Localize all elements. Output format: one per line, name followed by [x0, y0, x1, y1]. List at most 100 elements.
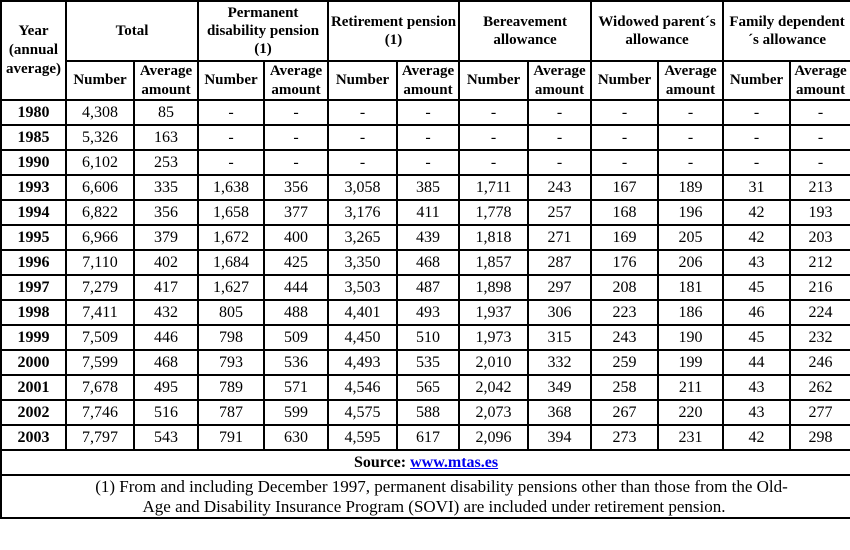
value-cell: -: [458, 124, 530, 151]
subheader-average-amount: Average amount: [263, 60, 330, 101]
value-cell: 205: [657, 224, 725, 251]
value-cell: -: [590, 124, 660, 151]
value-cell: 43: [722, 399, 792, 426]
footnote-line-1: (1) From and including December 1997, pe…: [95, 477, 788, 496]
value-cell: 377: [263, 199, 330, 226]
value-cell: 617: [396, 424, 461, 451]
value-cell: 536: [263, 349, 330, 376]
value-cell: 439: [396, 224, 461, 251]
value-cell: -: [722, 149, 792, 176]
value-cell: 394: [527, 424, 593, 451]
value-cell: -: [527, 149, 593, 176]
value-cell: -: [327, 149, 399, 176]
value-cell: 6,822: [65, 199, 135, 226]
value-cell: 273: [590, 424, 660, 451]
value-cell: 216: [789, 274, 850, 301]
value-cell: 599: [263, 399, 330, 426]
value-cell: 45: [722, 274, 792, 301]
value-cell: 402: [132, 249, 200, 276]
footnote-line-2: Age and Disability Insurance Program (SO…: [142, 497, 726, 516]
value-cell: 5,326: [65, 124, 135, 151]
value-cell: 7,110: [65, 249, 135, 276]
value-cell: 805: [197, 299, 266, 326]
value-cell: 368: [527, 399, 593, 426]
subheader-number: Number: [65, 60, 135, 101]
value-cell: 196: [657, 199, 725, 226]
value-cell: 258: [590, 374, 660, 401]
value-cell: -: [396, 149, 461, 176]
value-cell: 4,546: [327, 374, 399, 401]
source-line: Source: www.mtas.es: [0, 449, 850, 476]
year-cell: 1995: [0, 224, 67, 251]
value-cell: 203: [789, 224, 850, 251]
year-cell: 1996: [0, 249, 67, 276]
value-cell: 4,401: [327, 299, 399, 326]
value-cell: 385: [396, 174, 461, 201]
value-cell: 793: [197, 349, 266, 376]
value-cell: 495: [132, 374, 200, 401]
value-cell: 417: [132, 274, 200, 301]
subheader-number: Number: [458, 60, 530, 101]
value-cell: 791: [197, 424, 266, 451]
value-cell: -: [789, 99, 850, 126]
subheader-average-amount: Average amount: [396, 60, 461, 101]
year-cell: 1997: [0, 274, 67, 301]
value-cell: 1,937: [458, 299, 530, 326]
value-cell: 231: [657, 424, 725, 451]
table-row-1998: 1998 7,411 432 805 488 4,401 493 1,937 306 223 186…: [0, 299, 850, 326]
value-cell: 223: [590, 299, 660, 326]
value-cell: 189: [657, 174, 725, 201]
value-cell: 379: [132, 224, 200, 251]
value-cell: 246: [789, 349, 850, 376]
group-header-bereavement: Bereavement allowance: [458, 0, 593, 62]
value-cell: 789: [197, 374, 266, 401]
value-cell: 2,042: [458, 374, 530, 401]
value-cell: 42: [722, 224, 792, 251]
table-row-1993: 1993 6,606 335 1,638 356 3,058 385 1,711 243 167 1…: [0, 174, 850, 201]
value-cell: 1,818: [458, 224, 530, 251]
value-cell: 2,073: [458, 399, 530, 426]
value-cell: 2,096: [458, 424, 530, 451]
year-cell: 2001: [0, 374, 67, 401]
value-cell: -: [657, 149, 725, 176]
value-cell: 287: [527, 249, 593, 276]
value-cell: 7,279: [65, 274, 135, 301]
value-cell: 3,503: [327, 274, 399, 301]
value-cell: 425: [263, 249, 330, 276]
subheader-average-amount: Average amount: [789, 60, 850, 101]
source-link[interactable]: www.mtas.es: [410, 453, 499, 471]
value-cell: 167: [590, 174, 660, 201]
value-cell: 543: [132, 424, 200, 451]
value-cell: 487: [396, 274, 461, 301]
value-cell: 1,973: [458, 324, 530, 351]
value-cell: 44: [722, 349, 792, 376]
value-cell: 297: [527, 274, 593, 301]
value-cell: 257: [527, 199, 593, 226]
value-cell: 176: [590, 249, 660, 276]
value-cell: 1,898: [458, 274, 530, 301]
value-cell: 271: [527, 224, 593, 251]
subheader-number: Number: [197, 60, 266, 101]
value-cell: 356: [132, 199, 200, 226]
table-row-1980: 1980 4,308 85- - - - - - - - - -: [0, 99, 850, 126]
value-cell: 516: [132, 399, 200, 426]
value-cell: -: [197, 149, 266, 176]
value-cell: 46: [722, 299, 792, 326]
table-row-2002: 2002 7,746 516 787 599 4,575 588 2,073 368 267 220…: [0, 399, 850, 426]
value-cell: -: [590, 99, 660, 126]
value-cell: 169: [590, 224, 660, 251]
value-cell: -: [722, 99, 792, 126]
group-header-widowed-parents: Widowed parent´s allowance: [590, 0, 725, 62]
table-row-1990: 1990 6,102 253- - - - - - - - - -: [0, 149, 850, 176]
value-cell: -: [789, 124, 850, 151]
value-cell: 444: [263, 274, 330, 301]
subheader-number: Number: [590, 60, 660, 101]
value-cell: 85: [132, 99, 200, 126]
table-row-1999: 1999 7,509 446 798 509 4,450 510 1,973 315 243 190…: [0, 324, 850, 351]
value-cell: 1,778: [458, 199, 530, 226]
year-cell: 1985: [0, 124, 67, 151]
value-cell: -: [527, 99, 593, 126]
value-cell: 220: [657, 399, 725, 426]
value-cell: 7,411: [65, 299, 135, 326]
value-cell: 4,308: [65, 99, 135, 126]
